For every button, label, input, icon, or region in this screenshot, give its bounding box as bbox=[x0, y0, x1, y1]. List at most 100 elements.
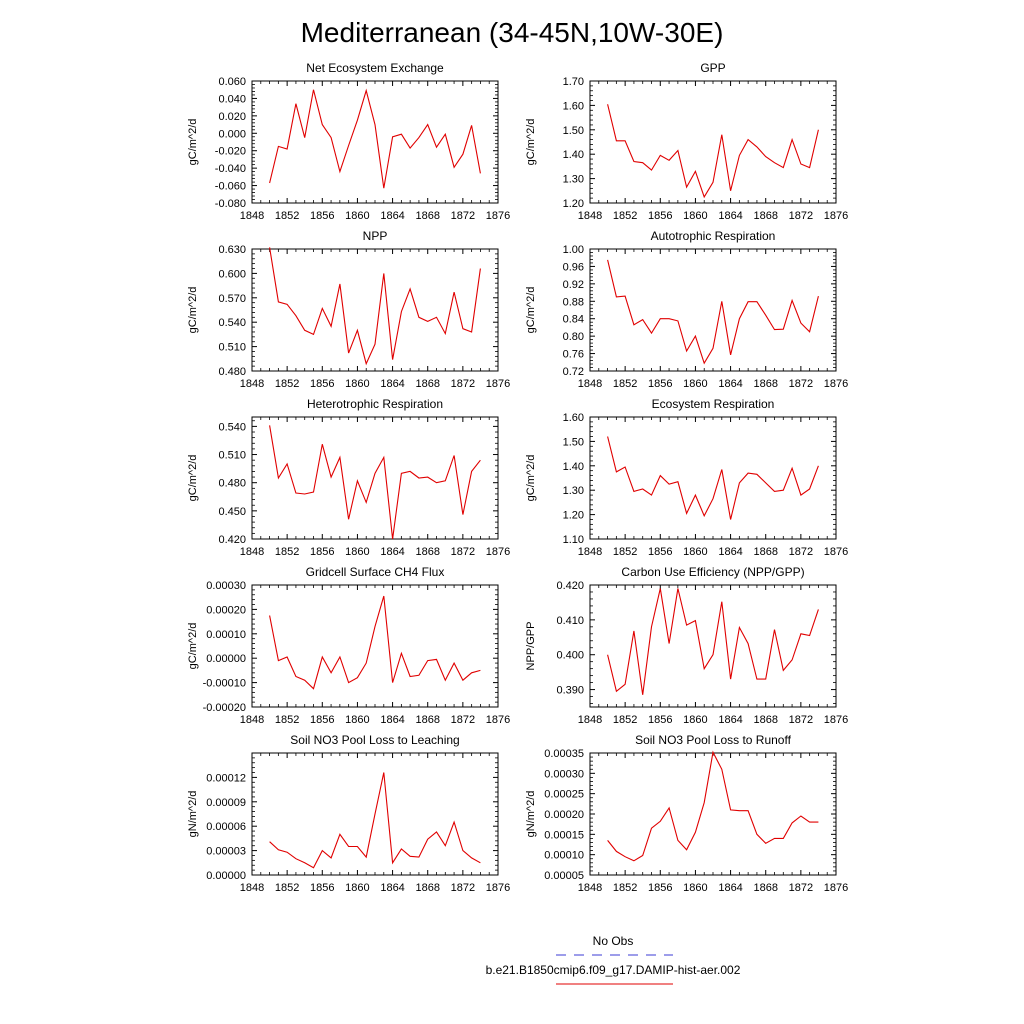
x-tick-label: 1856 bbox=[310, 378, 334, 390]
x-tick-label: 1864 bbox=[380, 714, 404, 726]
plot-frame bbox=[589, 752, 837, 876]
y-tick-label: 0.00012 bbox=[206, 772, 246, 784]
plot-frame bbox=[251, 584, 499, 708]
x-tick-label: 1864 bbox=[380, 882, 404, 894]
y-tick-label: 0.510 bbox=[218, 342, 246, 354]
y-tick-label: 1.60 bbox=[563, 412, 584, 424]
x-tick-label: 1856 bbox=[310, 882, 334, 894]
y-tick-label: 0.410 bbox=[556, 615, 584, 627]
y-tick-label: 0.540 bbox=[218, 317, 246, 329]
panel-title: Net Ecosystem Exchange bbox=[306, 61, 444, 75]
y-tick-label: 0.630 bbox=[218, 244, 246, 256]
x-tick-label: 1872 bbox=[789, 882, 813, 894]
plot-frame bbox=[589, 584, 837, 708]
x-tick-label: 1868 bbox=[753, 210, 777, 222]
x-tick-label: 1848 bbox=[240, 714, 264, 726]
x-tick-label: 1856 bbox=[310, 210, 334, 222]
x-tick-label: 1876 bbox=[486, 882, 510, 894]
legend: No Obs b.e21.B1850cmip6.f09_g17.DAMIP-hi… bbox=[486, 934, 741, 985]
x-tick-label: 1868 bbox=[753, 882, 777, 894]
series-line bbox=[269, 772, 481, 869]
x-tick-label: 1852 bbox=[275, 546, 299, 558]
plot-frame bbox=[589, 80, 837, 204]
x-tick-label: 1852 bbox=[275, 210, 299, 222]
panel-title: Autotrophic Respiration bbox=[651, 229, 776, 243]
y-tick-label: 0.84 bbox=[563, 314, 584, 326]
panel-5: Heterotrophic Respiration gC/m^2/d 1848 185… bbox=[187, 397, 510, 558]
y-axis-label: NPP/GPP bbox=[525, 622, 537, 671]
y-tick-label: 0.00010 bbox=[544, 850, 584, 862]
x-tick-label: 1860 bbox=[345, 546, 369, 558]
x-tick-label: 1864 bbox=[718, 882, 742, 894]
panel-7: Gridcell Surface CH4 Flux gC/m^2/d 1848 185… bbox=[187, 565, 510, 726]
panel-grid: Net Ecosystem Exchange gC/m^2/d 1848 1852 18… bbox=[187, 61, 848, 894]
x-tick-label: 1876 bbox=[486, 546, 510, 558]
panel-6: Ecosystem Respiration gC/m^2/d 1848 1852 185… bbox=[525, 397, 848, 558]
x-tick-label: 1848 bbox=[578, 546, 602, 558]
x-tick-label: 1864 bbox=[718, 378, 742, 390]
panel-10: Soil NO3 Pool Loss to Runoff gN/m^2/d 1848… bbox=[525, 733, 848, 894]
panel-2: GPP gC/m^2/d 1848 1852 1856 1860 1864 1868 1872 1… bbox=[525, 61, 848, 222]
x-tick-label: 1868 bbox=[415, 714, 439, 726]
x-tick-label: 1856 bbox=[310, 714, 334, 726]
x-tick-label: 1848 bbox=[578, 882, 602, 894]
x-tick-label: 1860 bbox=[345, 210, 369, 222]
y-axis-label: gC/m^2/d bbox=[187, 623, 199, 670]
x-tick-label: 1872 bbox=[789, 714, 813, 726]
y-tick-label: -0.00020 bbox=[203, 702, 246, 714]
series-line bbox=[607, 259, 819, 365]
x-tick-label: 1872 bbox=[789, 210, 813, 222]
x-tick-label: 1876 bbox=[486, 210, 510, 222]
y-tick-label: 0.00010 bbox=[206, 629, 246, 641]
y-axis-label: gC/m^2/d bbox=[187, 287, 199, 334]
plot-frame bbox=[589, 416, 837, 540]
plot-frame bbox=[251, 248, 499, 372]
y-tick-label: 0.92 bbox=[563, 279, 584, 291]
y-tick-label: 0.00003 bbox=[206, 846, 246, 858]
y-tick-label: 1.20 bbox=[563, 510, 584, 522]
y-axis-label: gC/m^2/d bbox=[187, 455, 199, 502]
y-tick-label: -0.060 bbox=[215, 181, 246, 193]
y-tick-label: 1.40 bbox=[563, 461, 584, 473]
x-tick-label: 1852 bbox=[275, 714, 299, 726]
x-tick-label: 1860 bbox=[683, 378, 707, 390]
x-tick-label: 1848 bbox=[578, 378, 602, 390]
y-tick-label: 0.00000 bbox=[206, 870, 246, 882]
x-tick-label: 1860 bbox=[345, 378, 369, 390]
y-tick-label: 0.480 bbox=[218, 478, 246, 490]
y-tick-label: 0.400 bbox=[556, 650, 584, 662]
panel-title: Soil NO3 Pool Loss to Leaching bbox=[290, 733, 459, 747]
panel-4: Autotrophic Respiration gC/m^2/d 1848 1852 1… bbox=[525, 229, 848, 390]
y-tick-label: 1.60 bbox=[563, 100, 584, 112]
y-tick-label: -0.020 bbox=[215, 146, 246, 158]
y-axis-label: gC/m^2/d bbox=[525, 119, 537, 166]
y-tick-label: 0.060 bbox=[218, 76, 246, 88]
panel-1: Net Ecosystem Exchange gC/m^2/d 1848 1852 18… bbox=[187, 61, 510, 222]
x-tick-label: 1876 bbox=[486, 714, 510, 726]
panel-title: Carbon Use Efficiency (NPP/GPP) bbox=[621, 565, 804, 579]
x-tick-label: 1876 bbox=[824, 714, 848, 726]
figure-title: Mediterranean (34-45N,10W-30E) bbox=[301, 17, 724, 48]
y-axis-label: gN/m^2/d bbox=[525, 791, 537, 838]
x-tick-label: 1852 bbox=[275, 378, 299, 390]
x-tick-label: 1868 bbox=[753, 546, 777, 558]
legend-obs-label: No Obs bbox=[593, 934, 634, 948]
x-tick-label: 1860 bbox=[683, 210, 707, 222]
y-tick-label: 0.00000 bbox=[206, 653, 246, 665]
y-tick-label: 0.540 bbox=[218, 421, 246, 433]
x-tick-label: 1856 bbox=[648, 210, 672, 222]
y-tick-label: 1.30 bbox=[563, 174, 584, 186]
x-tick-label: 1872 bbox=[789, 378, 813, 390]
y-tick-label: 0.72 bbox=[563, 366, 584, 378]
y-axis-label: gN/m^2/d bbox=[187, 791, 199, 838]
x-tick-label: 1852 bbox=[613, 546, 637, 558]
x-tick-label: 1868 bbox=[415, 378, 439, 390]
x-tick-label: 1876 bbox=[824, 378, 848, 390]
x-tick-label: 1848 bbox=[240, 210, 264, 222]
x-tick-label: 1852 bbox=[613, 714, 637, 726]
x-tick-label: 1872 bbox=[451, 210, 475, 222]
series-line bbox=[269, 595, 481, 690]
x-tick-label: 1876 bbox=[824, 210, 848, 222]
x-tick-label: 1860 bbox=[683, 714, 707, 726]
